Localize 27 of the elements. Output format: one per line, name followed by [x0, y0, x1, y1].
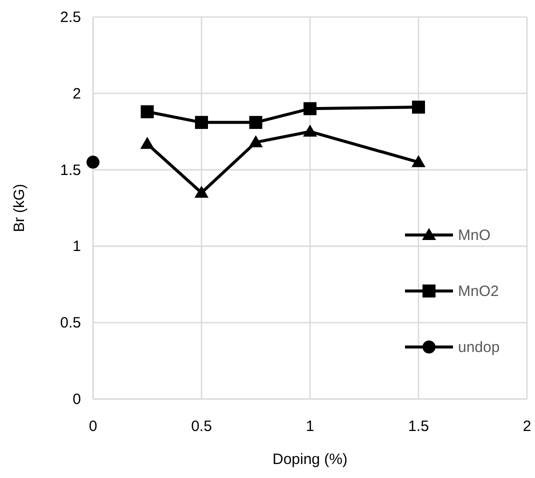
- y-tick-label: 0: [72, 391, 81, 408]
- x-tick-label: 0: [88, 418, 98, 435]
- legend-label: MnO: [458, 227, 491, 244]
- point: [249, 116, 262, 129]
- point: [412, 155, 426, 168]
- x-tick-label: 1: [306, 418, 314, 435]
- point: [303, 124, 317, 137]
- point: [194, 186, 208, 198]
- y-tick-label: 2.5: [60, 9, 81, 26]
- point: [248, 135, 263, 148]
- y-tick-label: 0.5: [60, 314, 81, 332]
- y-tick-label: 2: [72, 85, 81, 102]
- y-tick-label: 1: [72, 238, 81, 256]
- x-tick-label: 2: [522, 418, 532, 435]
- x-tick-label: 1.5: [408, 418, 429, 435]
- point: [86, 156, 100, 169]
- y-tick-label: 1.5: [60, 162, 81, 179]
- point: [412, 100, 425, 114]
- x-axis-title: Doping (%): [272, 451, 348, 468]
- legend-label: MnO2: [458, 283, 499, 300]
- legend-label: undop: [458, 339, 500, 356]
- point: [140, 136, 154, 149]
- y-axis-title: Br (kG): [11, 184, 28, 232]
- point: [304, 102, 316, 116]
- x-tick-label: 0.5: [191, 418, 212, 435]
- point: [195, 116, 208, 129]
- point: [140, 105, 154, 118]
